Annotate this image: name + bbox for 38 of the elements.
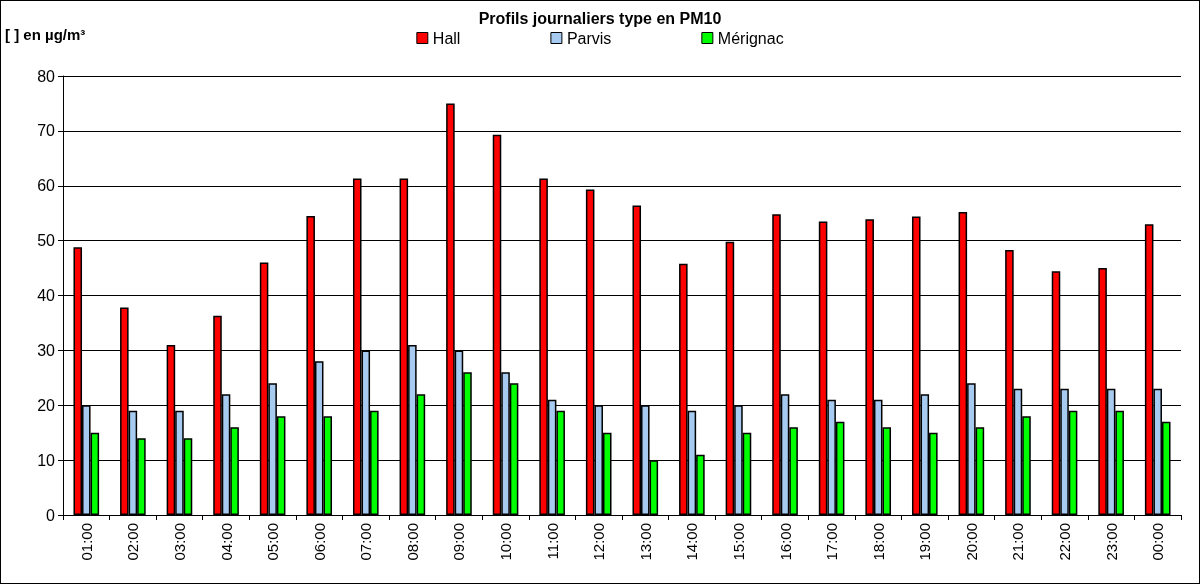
x-tick-label: 17:00	[823, 523, 841, 561]
y-tick-label: 70	[37, 122, 56, 140]
legend-label: Hall	[432, 29, 461, 47]
x-tick-label: 16:00	[776, 523, 794, 561]
x-tick-label: 19:00	[916, 523, 934, 561]
x-tick-label: 07:00	[357, 523, 375, 561]
y-tick-label: 40	[37, 287, 56, 304]
y-tick-label: 80	[37, 67, 56, 85]
x-tick-label: 09:00	[450, 523, 468, 561]
x-tick-label: 13:00	[636, 523, 654, 561]
y-tick-label: 10	[37, 451, 56, 469]
legend-label: Parvis	[566, 29, 612, 47]
x-tick-label: 01:00	[77, 523, 95, 561]
x-tick-label: 23:00	[1102, 523, 1120, 561]
y-tick-label: 0	[46, 506, 56, 524]
y-tick-label: 30	[37, 341, 56, 359]
x-tick-label: 08:00	[403, 523, 421, 561]
x-tick-label: 21:00	[1009, 523, 1027, 561]
x-tick-label: 15:00	[729, 523, 747, 561]
x-tick-label: 03:00	[170, 523, 188, 561]
x-tick-label: 00:00	[1149, 523, 1167, 561]
x-tick-label: 14:00	[683, 523, 701, 561]
x-tick-label: 11:00	[543, 523, 561, 560]
x-tick-label: 22:00	[1056, 523, 1074, 561]
x-tick-label: 02:00	[124, 523, 142, 561]
y-tick-label: 60	[37, 177, 56, 195]
x-tick-label: 12:00	[590, 523, 608, 561]
x-tick-label: 18:00	[869, 523, 887, 561]
legend-label: Mérignac	[717, 29, 784, 47]
x-tick-label: 20:00	[962, 523, 980, 561]
x-tick-label: 05:00	[264, 523, 282, 561]
y-tick-label: 20	[37, 396, 56, 414]
y-tick-label: 50	[37, 232, 56, 250]
chart-title: Profils journaliers type en PM10	[478, 9, 722, 27]
x-tick-label: 04:00	[217, 523, 235, 561]
x-tick-label: 10:00	[497, 523, 515, 561]
y-axis-title: [ ] en µg/m³	[5, 26, 86, 43]
x-tick-label: 06:00	[310, 523, 328, 561]
